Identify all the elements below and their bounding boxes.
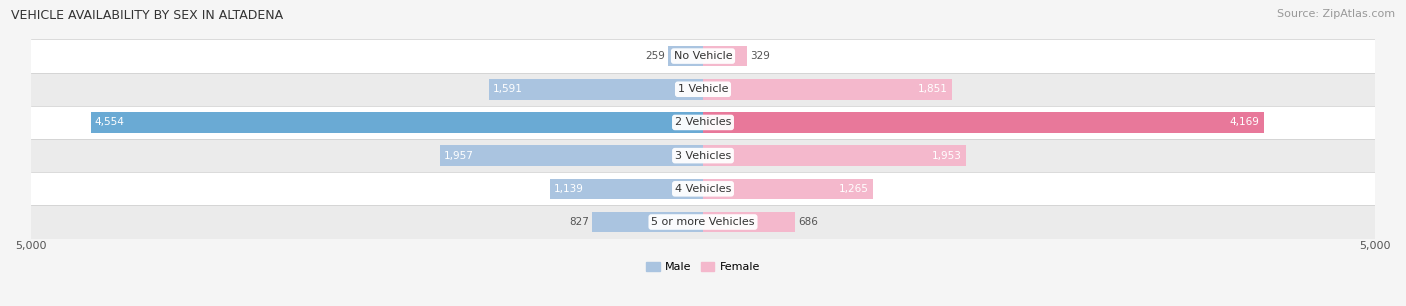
Bar — [550, 178, 703, 199]
Bar — [668, 46, 703, 66]
Text: 827: 827 — [569, 217, 589, 227]
Bar — [91, 112, 703, 133]
Text: Source: ZipAtlas.com: Source: ZipAtlas.com — [1277, 9, 1395, 19]
Text: VEHICLE AVAILABILITY BY SEX IN ALTADENA: VEHICLE AVAILABILITY BY SEX IN ALTADENA — [11, 9, 284, 22]
Text: 1,139: 1,139 — [554, 184, 583, 194]
Bar — [31, 73, 1375, 106]
Bar — [440, 145, 703, 166]
Text: 3 Vehicles: 3 Vehicles — [675, 151, 731, 161]
Text: 4,169: 4,169 — [1230, 118, 1260, 127]
Bar — [31, 205, 1375, 239]
Text: 4 Vehicles: 4 Vehicles — [675, 184, 731, 194]
Bar — [703, 212, 796, 232]
Bar — [489, 79, 703, 99]
Text: 4,554: 4,554 — [94, 118, 125, 127]
Bar — [703, 46, 747, 66]
Bar — [31, 172, 1375, 205]
Text: 329: 329 — [749, 51, 770, 61]
Text: 1,591: 1,591 — [494, 84, 523, 94]
Text: 1 Vehicle: 1 Vehicle — [678, 84, 728, 94]
Bar — [703, 79, 952, 99]
Bar — [703, 112, 1264, 133]
Text: 2 Vehicles: 2 Vehicles — [675, 118, 731, 127]
Text: 259: 259 — [645, 51, 665, 61]
Text: 1,265: 1,265 — [839, 184, 869, 194]
Bar — [703, 145, 966, 166]
Text: 1,851: 1,851 — [918, 84, 948, 94]
Text: 1,953: 1,953 — [932, 151, 962, 161]
Text: 686: 686 — [799, 217, 818, 227]
Bar — [592, 212, 703, 232]
Bar — [31, 39, 1375, 73]
Bar — [31, 106, 1375, 139]
Bar — [31, 139, 1375, 172]
Legend: Male, Female: Male, Female — [641, 258, 765, 277]
Bar — [703, 178, 873, 199]
Text: 1,957: 1,957 — [444, 151, 474, 161]
Text: No Vehicle: No Vehicle — [673, 51, 733, 61]
Text: 5 or more Vehicles: 5 or more Vehicles — [651, 217, 755, 227]
